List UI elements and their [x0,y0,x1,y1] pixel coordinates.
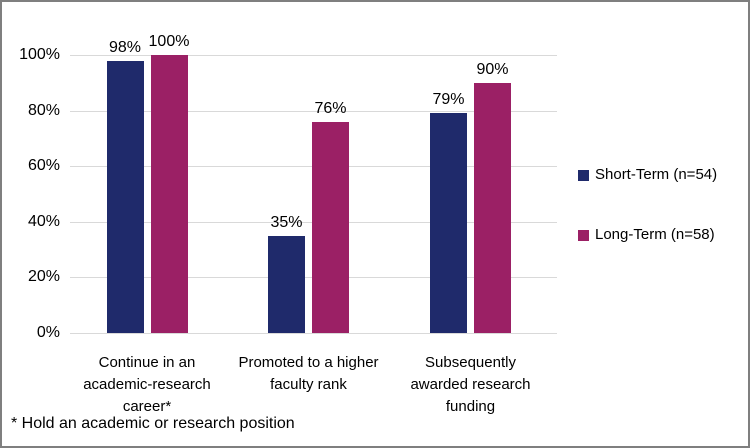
y-axis-tick-label: 60% [27,157,60,175]
legend-label-long-term: Long-Term (n=58) [595,226,715,243]
y-axis-tick-label: 0% [36,324,60,341]
gridline-100 [70,55,557,56]
gridline-0 [70,333,557,334]
gridline-80 [70,110,557,112]
y-axis-tick-label: 20% [27,268,60,286]
bar-short-term-n-54-continue-in-an [106,61,144,333]
bar-long-term-n-58-promoted-to-a-higher [312,122,349,333]
bar-value-label: 98% [108,39,142,56]
bar-long-term-n-58-subsequently [474,83,511,333]
y-axis-tick-label: 100% [19,46,60,63]
bar-value-label: 35% [270,214,303,231]
legend: Short-Term (n=54) Long-Term (n=58) [578,166,717,244]
x-axis-category-label: Continue in an academic-research career* [83,354,211,415]
legend-label-short-term: Short-Term (n=54) [595,166,718,183]
legend-item-long-term: Long-Term (n=58) [578,226,717,244]
x-axis-category-label: Promoted to a higher faculty rank [238,354,379,393]
legend-item-short-term: Short-Term (n=54) [578,166,717,184]
bar-value-label: 79% [432,91,465,108]
y-axis-tick-label: 80% [27,101,60,119]
y-axis-tick-label: 40% [27,212,60,230]
bar-short-term-n-54-subsequently [430,113,467,333]
bar-value-label: 76% [314,100,347,117]
bar-long-term-n-58-continue-in-an [150,55,188,333]
bar-short-term-n-54-promoted-to-a-higher [268,236,305,333]
bar-value-label: 90% [476,61,509,78]
x-axis-category-label: Subsequently awarded research funding [410,354,531,415]
legend-marker-short-term-icon [578,169,589,181]
legend-marker-long-term-icon [578,229,589,241]
chart-footnote: * Hold an academic or research position [11,415,295,432]
bar-value-label: 100% [148,33,190,50]
